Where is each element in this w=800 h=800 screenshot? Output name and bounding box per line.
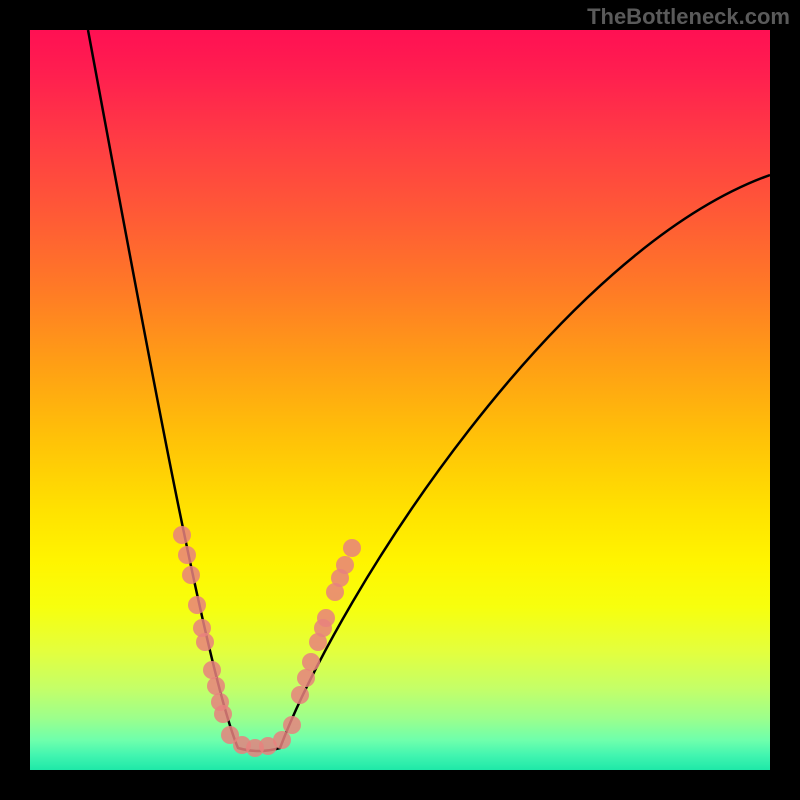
data-marker bbox=[207, 677, 225, 695]
marker-cluster-right bbox=[291, 539, 361, 704]
marker-cluster-left bbox=[173, 526, 232, 723]
data-marker bbox=[188, 596, 206, 614]
watermark-text: TheBottleneck.com bbox=[587, 4, 790, 30]
data-marker bbox=[343, 539, 361, 557]
data-marker bbox=[178, 546, 196, 564]
chart-plot-area bbox=[30, 30, 770, 770]
data-marker bbox=[283, 716, 301, 734]
v-curve-path bbox=[88, 30, 770, 751]
marker-cluster-bottom bbox=[221, 716, 301, 757]
data-marker bbox=[214, 705, 232, 723]
data-marker bbox=[273, 731, 291, 749]
data-marker bbox=[317, 609, 335, 627]
chart-curve-layer bbox=[30, 30, 770, 770]
data-marker bbox=[291, 686, 309, 704]
data-marker bbox=[173, 526, 191, 544]
data-marker bbox=[336, 556, 354, 574]
data-marker bbox=[196, 633, 214, 651]
data-marker bbox=[182, 566, 200, 584]
data-marker bbox=[297, 669, 315, 687]
data-marker bbox=[203, 661, 221, 679]
data-marker bbox=[302, 653, 320, 671]
